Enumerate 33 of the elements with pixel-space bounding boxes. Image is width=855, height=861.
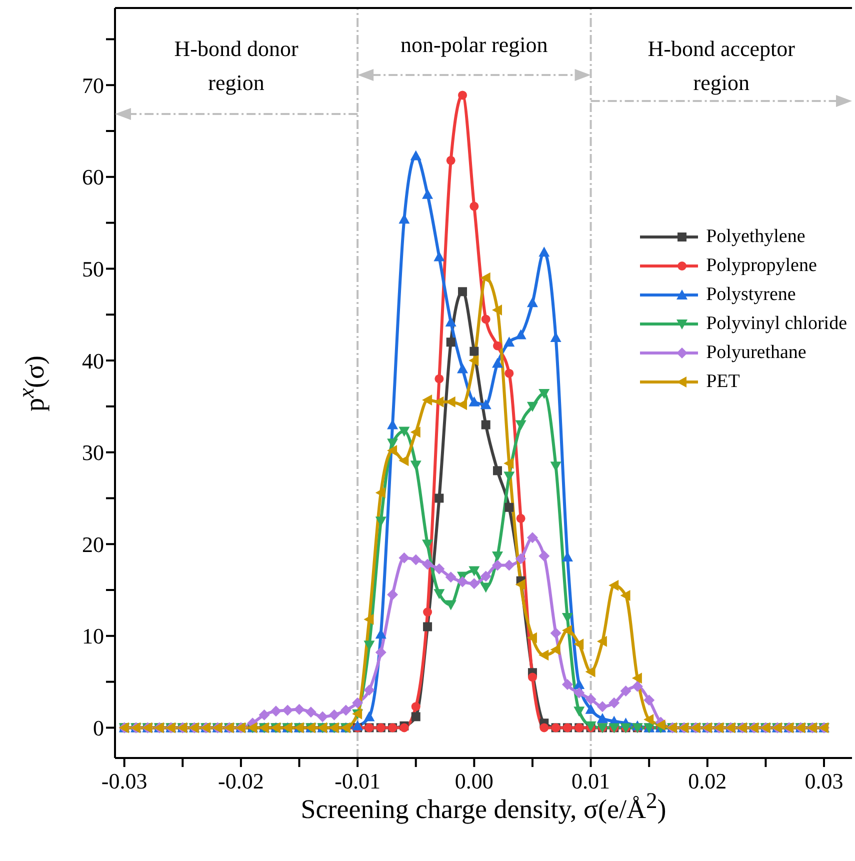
y-tick-label: 60	[82, 164, 104, 190]
point	[423, 608, 432, 617]
x-tick-label: -0.03	[101, 768, 148, 794]
point	[528, 672, 537, 682]
x-tick-label: -0.02	[218, 768, 264, 794]
y-tick-label: 50	[82, 256, 104, 282]
annotation: H-bond donor region	[173, 35, 300, 97]
point	[470, 202, 479, 211]
point	[504, 368, 514, 378]
legend-label: Polyvinyl chloride	[706, 312, 847, 334]
y-tick-label: 30	[82, 440, 104, 466]
annotation: non-polar region	[400, 31, 549, 59]
legend-label: Polyurethane	[706, 342, 806, 364]
point	[540, 723, 549, 732]
x-tick-label: 0.02	[688, 768, 727, 794]
point	[492, 341, 502, 350]
y-tick-label: 20	[82, 532, 104, 557]
point	[411, 702, 420, 712]
point	[458, 90, 468, 100]
y-tick-label: 40	[82, 348, 104, 374]
annotation: H-bond acceptor region	[646, 35, 796, 97]
y-tick-label: 70	[82, 72, 104, 98]
point	[516, 514, 526, 523]
y-tick-label: 0	[93, 716, 104, 741]
point	[434, 374, 444, 384]
y-tick-label: 10	[82, 624, 104, 649]
legend-label: Polystyrene	[706, 284, 796, 306]
legend-label: PET	[706, 370, 740, 392]
point	[446, 156, 456, 165]
point	[481, 314, 490, 324]
legend-label: Polyethylene	[706, 226, 806, 248]
x-tick-label: 0.03	[804, 768, 844, 794]
legend-label: Polypropylene	[706, 254, 817, 276]
